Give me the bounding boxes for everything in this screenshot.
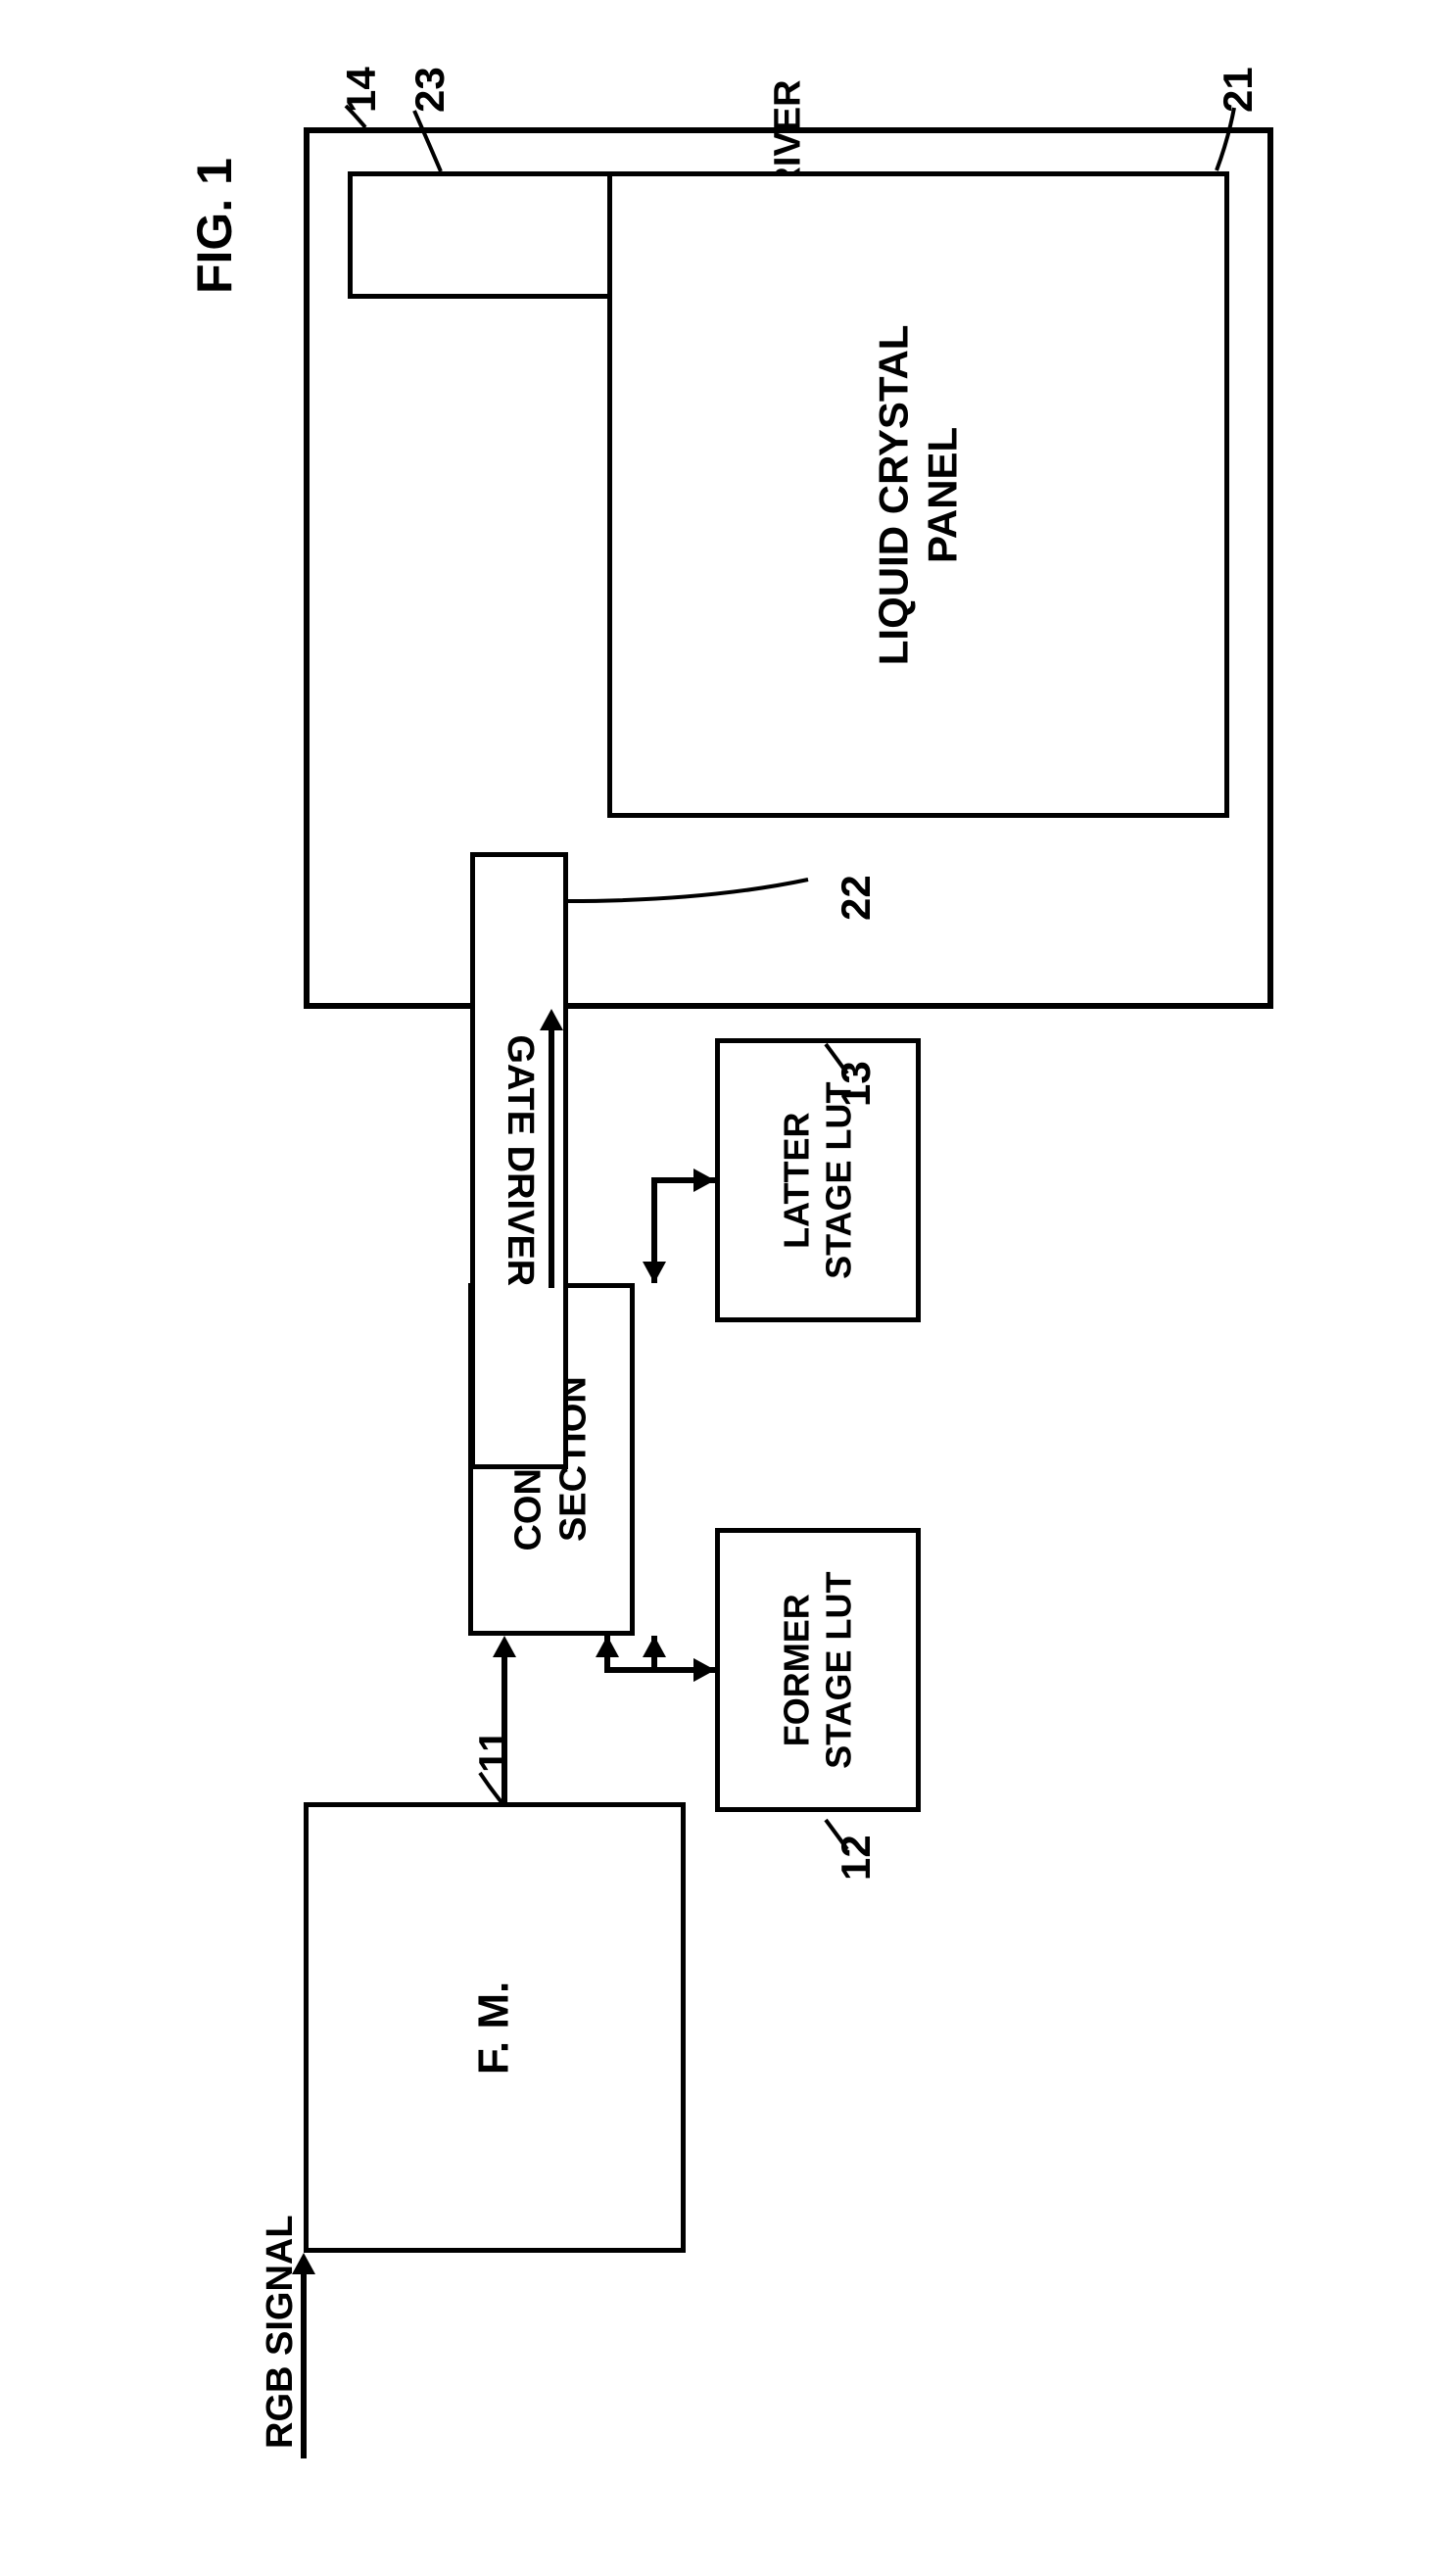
fm-block: F. M.	[304, 1802, 686, 2253]
figure-label: FIG. 1	[186, 158, 243, 294]
fm-label: F. M.	[469, 1980, 521, 2074]
lcd-panel-label: LIQUID CRYSTAL PANEL	[869, 324, 968, 665]
arrow-fm-to-control	[485, 1636, 524, 1807]
arrow-control-former-2	[588, 1636, 823, 1714]
arrow-rgb-to-fm	[284, 2253, 323, 2458]
lcd-panel-block: LIQUID CRYSTAL PANEL	[607, 171, 1229, 818]
arrow-control-to-panel	[532, 1009, 571, 1288]
arrow-control-latter	[635, 1175, 831, 1293]
